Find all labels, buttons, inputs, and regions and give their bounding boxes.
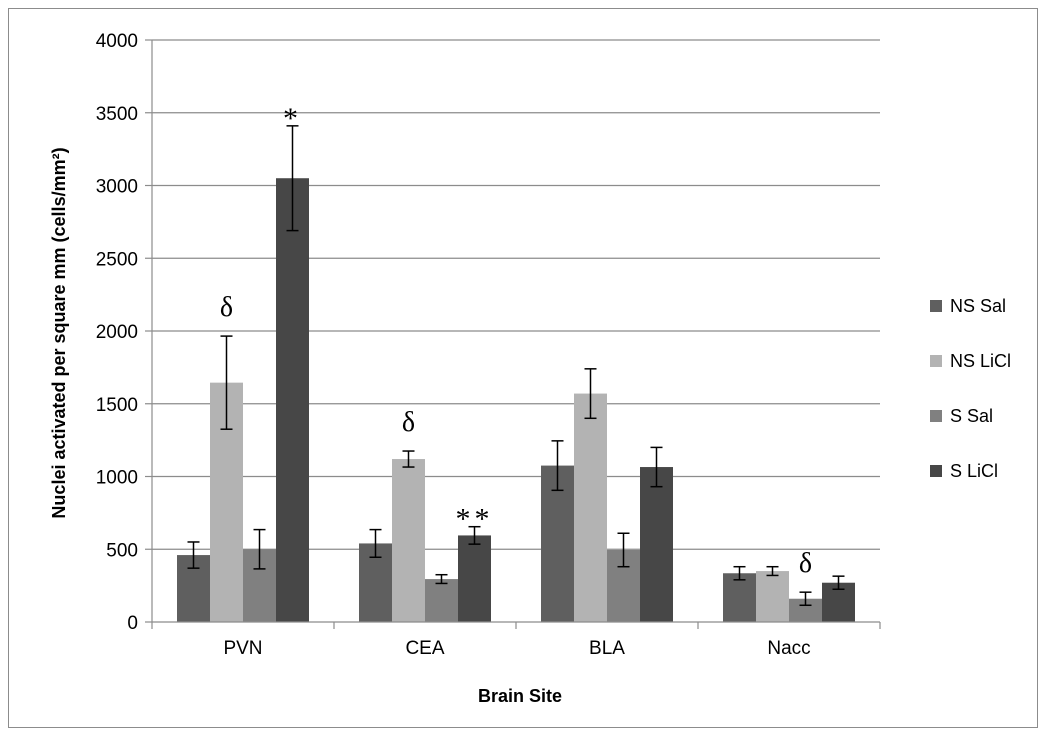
significance-marker: δ [799,548,812,579]
x-tick-label: CEA [405,638,444,659]
legend-label: S Sal [950,406,993,426]
y-axis-title: Nuclei activated per square mm (cells/mm… [49,147,69,518]
bar [789,598,822,622]
x-tick-label: PVN [223,638,262,659]
gridlines [152,39,880,550]
y-tick-label: 500 [106,540,138,561]
y-tick-label: 4000 [96,31,138,52]
legend: NS Sal NS LiCl S Sal S LiCl [930,296,1011,481]
x-axis-title: Brain Site [478,686,562,706]
bars [177,178,855,622]
significance-marker: δ [402,407,415,438]
y-tick-label: 3000 [96,177,138,198]
significance-marker: ** [456,503,494,536]
legend-swatch [930,465,942,477]
legend-swatch [930,300,942,312]
axes: 0 500 1000 1500 2000 2500 3000 3500 4000 PVN CEA BL… [96,31,881,659]
bar [392,459,425,622]
y-tick-label: 1500 [96,395,138,416]
bar [723,573,756,622]
legend-label: S LiCl [950,461,998,481]
significance-annotations: δ * δ ** δ [220,102,812,579]
bar [541,465,574,622]
significance-marker: δ [220,292,233,323]
significance-marker: * [283,102,302,135]
error-bars [187,125,845,607]
legend-label: NS LiCl [950,351,1011,371]
legend-swatch [930,355,942,367]
bar [425,579,458,622]
y-tick-label: 2500 [96,249,138,270]
x-tick-label: Nacc [767,638,810,659]
bar [574,393,607,622]
bar [756,571,789,622]
legend-swatch [930,410,942,422]
legend-label: NS Sal [950,296,1006,316]
bar [640,467,673,622]
bar [276,178,309,622]
bar [458,535,491,622]
y-tick-label: 3500 [96,104,138,125]
y-tick-label: 2000 [96,322,138,343]
y-tick-label: 0 [127,613,138,634]
x-tick-label: BLA [589,638,625,659]
y-tick-label: 1000 [96,468,138,489]
